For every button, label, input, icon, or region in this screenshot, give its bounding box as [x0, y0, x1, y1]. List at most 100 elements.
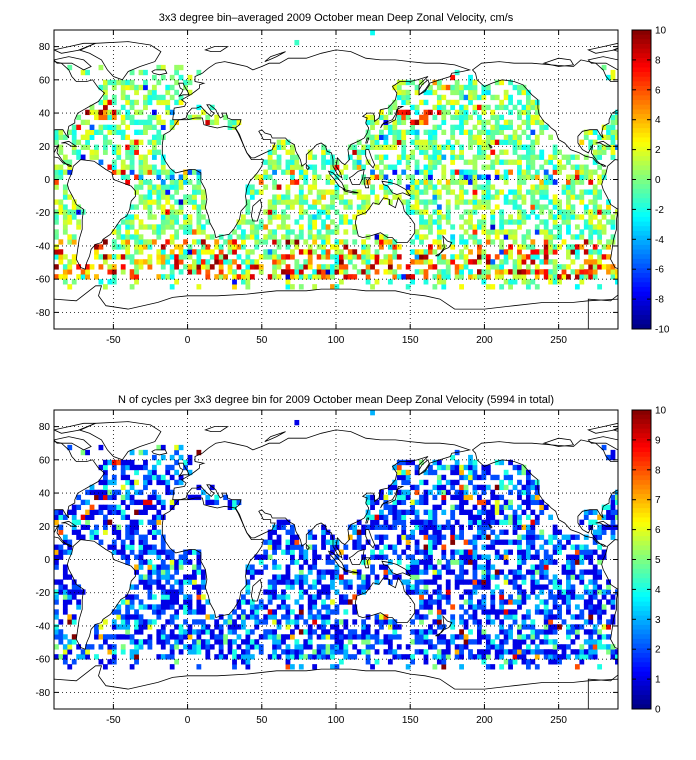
data-cell	[530, 204, 536, 210]
data-cell	[499, 624, 505, 630]
colorbar-step	[632, 151, 651, 157]
data-cell	[111, 94, 117, 101]
data-cell	[183, 249, 188, 255]
data-cell	[325, 224, 331, 230]
data-cell	[441, 174, 447, 180]
data-cell	[374, 519, 380, 525]
data-cell	[570, 194, 576, 200]
data-cell	[249, 224, 255, 230]
data-cell	[494, 654, 500, 660]
data-cell	[102, 474, 108, 481]
data-cell	[232, 654, 237, 660]
data-cell	[436, 94, 442, 101]
data-cell	[258, 619, 264, 625]
data-cell	[521, 489, 527, 496]
data-cell	[423, 569, 429, 575]
data-cell	[459, 644, 464, 650]
data-cell	[214, 244, 220, 250]
data-cell	[436, 79, 442, 86]
data-cell	[169, 634, 175, 640]
data-cell	[534, 484, 540, 491]
data-cell	[276, 164, 282, 170]
colorbar-step	[632, 132, 651, 138]
data-cell	[111, 474, 117, 481]
data-cell	[111, 459, 117, 466]
data-cell	[517, 639, 522, 645]
data-cell	[490, 149, 496, 155]
data-cell	[414, 539, 420, 545]
colorbar-step	[632, 545, 651, 551]
data-cell	[312, 164, 318, 170]
data-cell	[615, 499, 618, 506]
data-cell	[481, 104, 487, 111]
data-cell	[588, 274, 594, 280]
data-cell	[485, 514, 491, 520]
data-cell	[490, 139, 496, 145]
data-cell	[334, 569, 340, 575]
data-cell	[499, 604, 505, 610]
data-cell	[334, 574, 340, 580]
data-cell	[285, 274, 291, 280]
data-cell	[89, 514, 95, 520]
data-cell	[379, 624, 384, 630]
data-cell	[414, 549, 420, 555]
colorbar-step	[632, 44, 651, 50]
data-cell	[543, 179, 549, 185]
data-cell	[125, 524, 131, 530]
data-cell	[98, 659, 104, 665]
data-cell	[392, 504, 398, 511]
data-cell	[62, 594, 68, 600]
data-cell	[517, 574, 522, 580]
data-cell	[312, 184, 318, 190]
data-cell	[102, 134, 108, 140]
data-cell	[436, 479, 442, 486]
data-cell	[579, 519, 585, 525]
data-cell	[396, 534, 402, 540]
colorbar-step	[632, 230, 651, 236]
data-cell	[272, 164, 277, 170]
data-cell	[102, 139, 108, 145]
data-cell	[272, 654, 277, 660]
data-cell	[468, 599, 473, 605]
data-cell	[192, 494, 197, 501]
data-cell	[111, 159, 117, 165]
data-cell	[570, 544, 576, 550]
data-cell	[597, 144, 603, 150]
data-cell	[454, 654, 460, 660]
data-cell	[436, 559, 442, 565]
data-cell	[454, 459, 460, 466]
data-cell	[525, 484, 531, 491]
data-cell	[111, 649, 117, 655]
data-cell	[343, 204, 349, 210]
data-cell	[298, 164, 304, 170]
data-cell	[432, 484, 438, 491]
data-cell	[481, 524, 487, 530]
data-cell	[566, 204, 571, 210]
colorbar-step	[632, 480, 651, 486]
data-cell	[281, 259, 286, 265]
data-cell	[428, 519, 433, 525]
data-cell	[347, 259, 353, 265]
data-cell	[539, 164, 545, 170]
data-cell	[147, 259, 153, 265]
data-cell	[134, 204, 139, 210]
data-cell	[107, 164, 113, 170]
data-cell	[485, 134, 491, 140]
data-cell	[459, 554, 464, 560]
data-cell	[134, 269, 139, 275]
data-cell	[187, 79, 193, 86]
data-cell	[321, 589, 326, 595]
data-cell	[517, 569, 522, 575]
data-cell	[218, 274, 224, 280]
data-cell	[107, 489, 113, 496]
data-cell	[312, 564, 318, 570]
data-cell	[503, 574, 509, 580]
data-cell	[343, 609, 349, 615]
data-cell	[481, 564, 487, 570]
data-cell	[143, 104, 148, 111]
data-cell	[539, 269, 545, 275]
data-cell	[67, 259, 73, 265]
data-cell	[374, 574, 380, 580]
data-cell	[583, 604, 589, 610]
data-cell	[187, 604, 193, 610]
